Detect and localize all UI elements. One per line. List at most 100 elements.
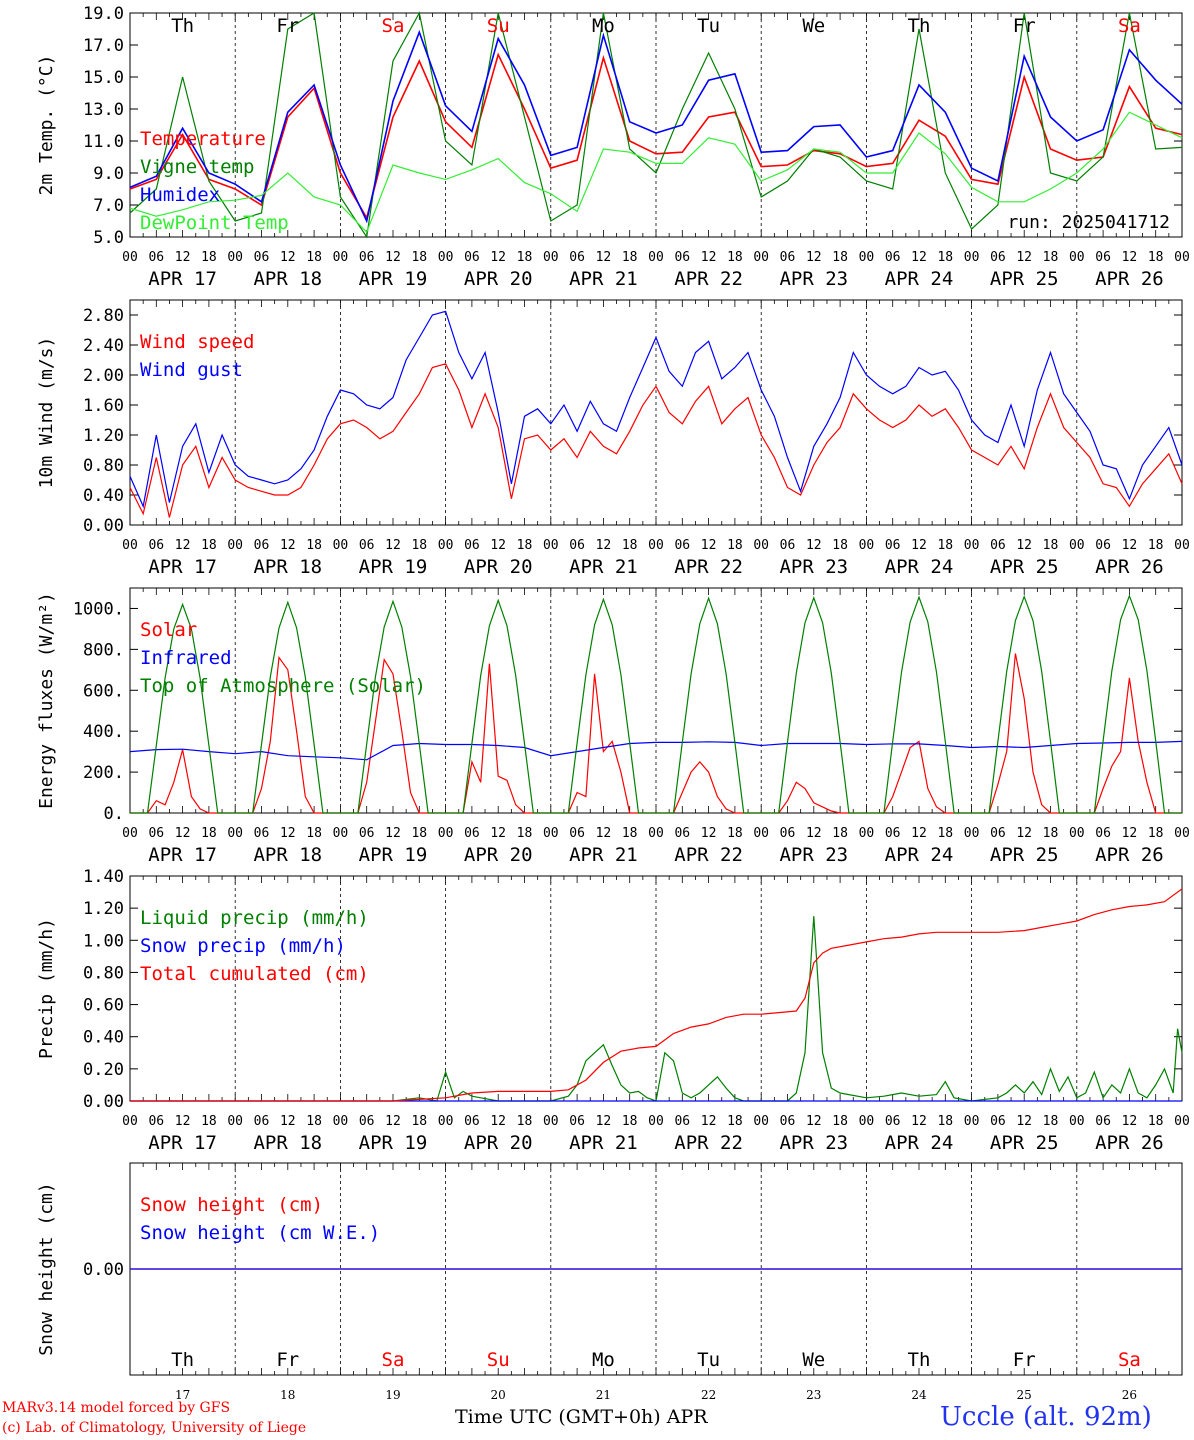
- day-number: 22: [701, 1388, 716, 1402]
- panel-frame: [129, 12, 1183, 238]
- series-line-3: [130, 594, 1182, 814]
- hour-label: 12: [911, 826, 927, 841]
- weekday-label: Sa: [382, 1349, 405, 1371]
- y-tick-label: 0.20: [83, 1060, 124, 1080]
- y-tick-label: 15.0: [83, 68, 124, 88]
- hour-label: 00: [227, 538, 243, 553]
- hour-label: 06: [885, 538, 901, 553]
- hour-label: 18: [727, 538, 743, 553]
- hour-label: 12: [280, 1114, 296, 1129]
- hour-label: 00: [438, 538, 454, 553]
- hour-label: 06: [254, 250, 270, 265]
- date-label: APR 17: [148, 268, 217, 290]
- hour-label: 18: [622, 250, 638, 265]
- date-label: APR 23: [779, 844, 848, 866]
- hour-label: 00: [227, 826, 243, 841]
- hour-label: 00: [648, 1114, 664, 1129]
- date-label: APR 24: [885, 844, 954, 866]
- hour-label: 00: [122, 250, 138, 265]
- series-line-2: [129, 11, 1183, 239]
- hour-label: 12: [385, 826, 401, 841]
- hour-label: 00: [227, 1114, 243, 1129]
- y-axis-label: Precip (mm/h): [36, 918, 57, 1059]
- hour-label: 06: [674, 538, 690, 553]
- weekday-label: Fr: [1013, 15, 1036, 37]
- hour-label: 12: [911, 250, 927, 265]
- hour-label: 12: [280, 538, 296, 553]
- y-tick-label: 5.0: [93, 228, 124, 248]
- hour-label: 00: [543, 826, 559, 841]
- legend-entry: Temperature: [140, 128, 266, 150]
- hour-label: 00: [753, 538, 769, 553]
- hour-label: 06: [990, 250, 1006, 265]
- legend-entry: Vigne temp: [140, 156, 254, 178]
- hour-label: 00: [1069, 826, 1085, 841]
- hour-label: 06: [780, 538, 796, 553]
- hour-label: 06: [780, 250, 796, 265]
- legend-entry: Wind gust: [140, 359, 243, 381]
- hour-label: 00: [648, 826, 664, 841]
- day-number: 23: [806, 1388, 821, 1402]
- series-line-4: [129, 111, 1183, 234]
- day-number: 25: [1017, 1388, 1032, 1402]
- hour-label: 12: [596, 538, 612, 553]
- y-tick-label: 0.40: [83, 1028, 124, 1048]
- series-line-2: [129, 310, 1183, 509]
- hour-label: 06: [885, 250, 901, 265]
- y-tick-label: 1.40: [83, 867, 124, 887]
- date-label: APR 18: [253, 268, 322, 290]
- hour-label: 06: [464, 250, 480, 265]
- hour-label: 00: [964, 538, 980, 553]
- y-axis-label: Energy fluxes (W/m²): [36, 592, 57, 809]
- hour-label: 00: [753, 826, 769, 841]
- hour-label: 12: [1122, 826, 1138, 841]
- series-line-3: [129, 29, 1183, 224]
- series-line-1: [129, 52, 1183, 220]
- panel-1: 5.0 7.0 9.0 11.0 13.0 15.0 17.0 19.0 2m Temp. (°…: [36, 4, 1190, 290]
- hour-label: 18: [832, 250, 848, 265]
- hour-label: 18: [832, 826, 848, 841]
- date-label: APR 25: [990, 844, 1059, 866]
- y-tick-label: 0.60: [83, 996, 124, 1016]
- date-label: APR 18: [253, 844, 322, 866]
- hour-label: 12: [1016, 826, 1032, 841]
- date-label: APR 25: [990, 268, 1059, 290]
- y-tick-label: 1.20: [83, 426, 124, 446]
- legend-entry: DewPoint Temp: [140, 212, 289, 234]
- date-label: APR 24: [885, 1132, 954, 1154]
- hour-label: 18: [201, 826, 217, 841]
- hour-label: 18: [622, 1114, 638, 1129]
- hour-label: 12: [1016, 250, 1032, 265]
- hour-label: 12: [1122, 1114, 1138, 1129]
- date-label: APR 21: [569, 1132, 638, 1154]
- hour-label: 12: [490, 826, 506, 841]
- legend-entry: Total cumulated (cm): [140, 963, 369, 985]
- date-label: APR 22: [674, 556, 743, 578]
- weekday-label: Th: [908, 15, 931, 37]
- hour-label: 18: [201, 1114, 217, 1129]
- series-line-1: [130, 916, 1183, 1102]
- y-tick-label: 0.00: [83, 1260, 124, 1280]
- day-number: 19: [385, 1388, 400, 1402]
- weekday-label: Su: [487, 1349, 510, 1371]
- hour-label: 18: [201, 250, 217, 265]
- hour-label: 18: [622, 826, 638, 841]
- weekday-label: Th: [908, 1349, 931, 1371]
- y-tick-label: 1.60: [83, 396, 124, 416]
- weekday-label: Mo: [592, 15, 615, 37]
- date-label: APR 25: [990, 556, 1059, 578]
- hour-label: 00: [227, 250, 243, 265]
- hour-label: 12: [911, 1114, 927, 1129]
- hour-label: 06: [674, 1114, 690, 1129]
- legend-entry: Snow height (cm): [140, 1194, 323, 1216]
- hour-label: 18: [517, 250, 533, 265]
- hour-label: 00: [1174, 250, 1190, 265]
- date-label: APR 20: [464, 844, 533, 866]
- date-label: APR 17: [148, 556, 217, 578]
- hour-label: 12: [1016, 1114, 1032, 1129]
- hour-label: 12: [596, 826, 612, 841]
- panel-5: 0.00 Snow height (cm) Snow height (cm) Snow…: [36, 1162, 1183, 1402]
- hour-label: 06: [148, 1114, 164, 1129]
- hour-label: 06: [1095, 1114, 1111, 1129]
